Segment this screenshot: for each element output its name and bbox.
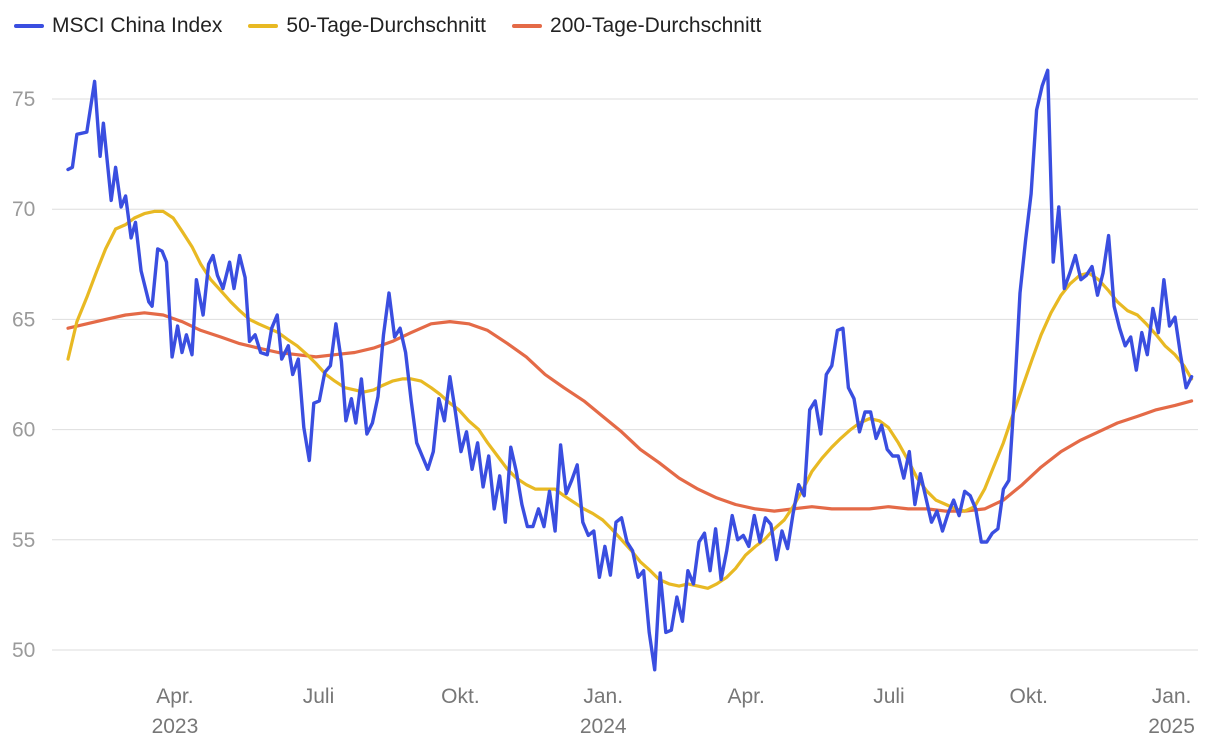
series-line-msci-china — [66, 68, 1194, 672]
legend-swatch-msci-china — [14, 24, 44, 28]
legend-item-msci-china[interactable]: MSCI China Index — [14, 14, 222, 38]
series-line-200-day — [66, 311, 1194, 513]
y-tick-label: 65 — [12, 308, 35, 331]
y-tick-label: 60 — [12, 419, 35, 442]
x-axis: Apr. 2023 Juli Okt. Jan. 2024 Apr. Juli Okt. Jan.… — [152, 685, 1195, 738]
y-tick-label: 55 — [12, 529, 35, 552]
legend-label-msci-china: MSCI China Index — [52, 14, 223, 37]
x-tick-label: Juli — [303, 685, 335, 708]
x-tick-label: Okt. — [1010, 685, 1049, 708]
y-tick-label: 50 — [12, 639, 35, 662]
y-grid: 50 55 60 65 70 75 — [12, 88, 1198, 662]
x-tick-year: 2025 — [1148, 715, 1195, 738]
x-tick-label: Juli — [873, 685, 905, 708]
x-tick-label: Jan. — [1152, 685, 1192, 708]
x-tick-year: 2023 — [152, 715, 199, 738]
legend-swatch-200-day — [512, 24, 543, 28]
y-tick-label: 70 — [12, 198, 35, 221]
x-tick-label: Apr. — [156, 685, 193, 708]
legend-item-50-day[interactable]: 50-Tage-Durchschnitt — [248, 14, 486, 38]
legend-swatch-50-day — [248, 24, 279, 28]
legend-label-200-day: 200-Tage-Durchschnitt — [550, 14, 762, 37]
x-tick-label: Jan. — [583, 685, 623, 708]
legend-label-50-day: 50-Tage-Durchschnitt — [286, 14, 487, 37]
legend: MSCI China Index 50-Tage-Durchschnitt 20… — [14, 14, 761, 38]
x-tick-year: 2024 — [580, 715, 627, 738]
x-tick-label: Apr. — [727, 685, 764, 708]
x-tick-label: Okt. — [441, 685, 480, 708]
y-tick-label: 75 — [12, 88, 35, 111]
legend-item-200-day[interactable]: 200-Tage-Durchschnitt — [512, 14, 761, 38]
